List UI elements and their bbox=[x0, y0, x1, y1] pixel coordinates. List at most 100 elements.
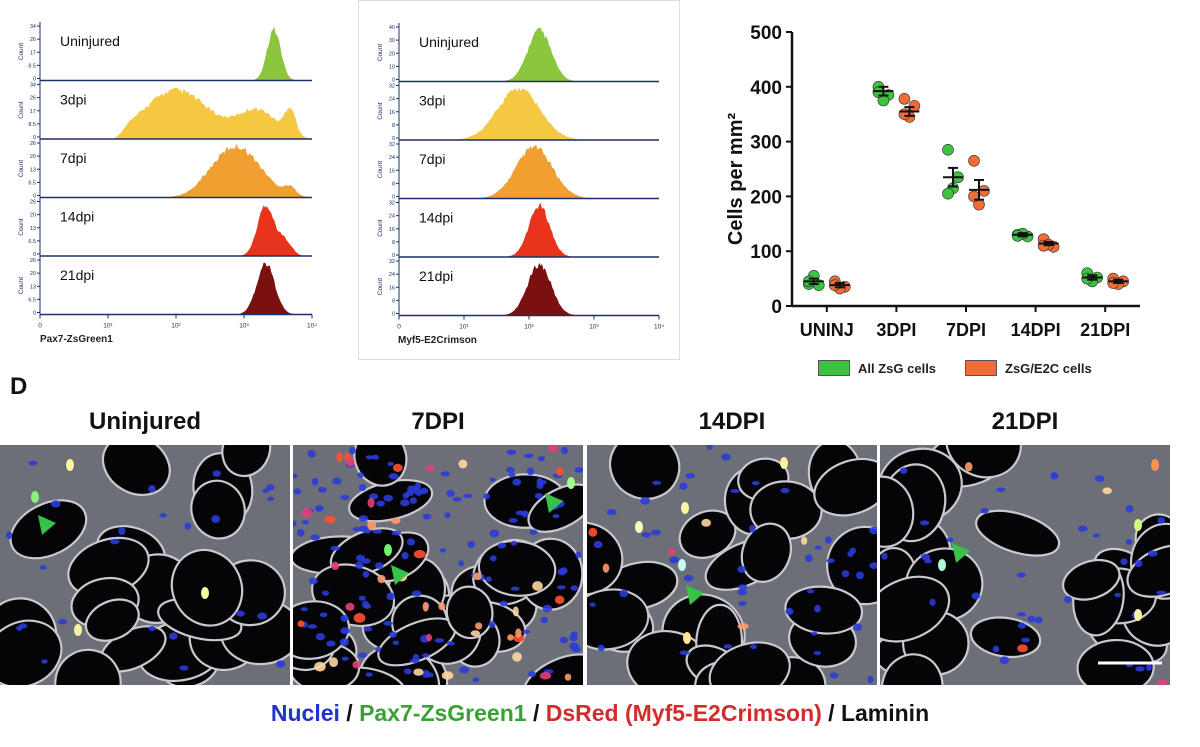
dsred-cell bbox=[554, 595, 565, 605]
nucleus bbox=[1093, 533, 1101, 538]
nucleus bbox=[19, 623, 28, 629]
nucleus bbox=[459, 666, 470, 674]
nucleus bbox=[737, 565, 746, 573]
caption-sep: / bbox=[339, 700, 360, 726]
nucleus bbox=[489, 477, 496, 482]
nucleus bbox=[314, 505, 324, 512]
nucleus bbox=[597, 644, 605, 652]
histogram-ytick-label: 8.5 bbox=[28, 122, 36, 128]
nucleus bbox=[824, 536, 832, 544]
muscle-fiber bbox=[84, 598, 140, 642]
histogram-ytick-label: 13 bbox=[30, 226, 36, 232]
legend-zsg-e2c: ZsG/E2C cells bbox=[965, 360, 1092, 376]
nucleus bbox=[389, 631, 397, 638]
nucleus bbox=[488, 621, 496, 629]
histogram-ytick-label: 32 bbox=[389, 84, 395, 90]
dsred-cell bbox=[331, 561, 340, 571]
histogram-row-uninjured: 34 26 17 8.5 0 Count Uninjured bbox=[18, 22, 312, 83]
legend-swatch-orange bbox=[965, 360, 997, 376]
nucleus bbox=[1050, 472, 1059, 480]
muscle-fiber bbox=[784, 585, 864, 635]
histogram-row-14dpi: 32 24 16 8 0 Count 14dpi bbox=[377, 198, 659, 259]
dsred-cell bbox=[392, 463, 403, 472]
x-tick-label: 14DPI bbox=[1011, 320, 1061, 340]
histogram-row-label: 14dpi bbox=[419, 210, 453, 226]
nucleus bbox=[806, 589, 815, 594]
nucleus bbox=[422, 513, 432, 520]
histogram-row-3dpi: 32 24 16 8 0 Count 3dpi bbox=[377, 81, 659, 142]
y-tick-label: 500 bbox=[750, 23, 782, 44]
micrograph-title-21dpi: 21DPI bbox=[991, 408, 1059, 435]
dsred-cell bbox=[532, 581, 543, 591]
muscle-fiber bbox=[1076, 638, 1155, 685]
histogram-ytick-label: 0 bbox=[392, 195, 395, 201]
dsred-cell bbox=[391, 517, 401, 525]
nucleus bbox=[721, 453, 731, 461]
nucleus bbox=[867, 675, 874, 684]
histogram-ytick-label: 6.5 bbox=[28, 239, 36, 245]
legend-label: ZsG/E2C cells bbox=[1005, 360, 1092, 376]
histogram-ytick-label: 17 bbox=[30, 109, 36, 115]
nucleus bbox=[569, 642, 579, 650]
histogram-row-label: 3dpi bbox=[60, 92, 86, 108]
dsred-cell bbox=[801, 536, 808, 545]
nucleus bbox=[1016, 612, 1027, 617]
dsred-cell bbox=[737, 623, 749, 630]
histogram-panel-myf5: 40 30 20 10 0 Count Uninjured 32 24 16 8 0 Count 3dpi… bbox=[358, 0, 680, 360]
nucleus bbox=[446, 641, 455, 646]
nucleus bbox=[552, 514, 560, 519]
nucleus bbox=[392, 640, 400, 646]
histogram-area bbox=[399, 27, 659, 82]
nucleus bbox=[409, 658, 420, 664]
muscle-fiber bbox=[975, 509, 1061, 557]
histogram-area bbox=[399, 202, 659, 257]
nucleus bbox=[1017, 622, 1026, 629]
muscle-fiber bbox=[522, 653, 583, 685]
nucleus bbox=[358, 484, 367, 491]
dsred-cell bbox=[297, 620, 305, 628]
dsred-cell bbox=[475, 622, 483, 630]
dsred-cell bbox=[314, 661, 326, 672]
nucleus bbox=[1134, 559, 1143, 568]
dsred-cell bbox=[472, 572, 482, 581]
nucleus bbox=[489, 529, 500, 538]
nucleus bbox=[847, 550, 854, 557]
nucleus bbox=[738, 601, 747, 606]
dsred-cell bbox=[377, 574, 386, 584]
nucleus bbox=[1145, 663, 1152, 672]
arrowhead-marker bbox=[545, 493, 563, 513]
muscle-fiber bbox=[101, 445, 171, 496]
nucleus bbox=[738, 584, 748, 590]
nucleus bbox=[980, 508, 989, 514]
nucleus bbox=[330, 545, 340, 551]
nucleus bbox=[376, 500, 386, 507]
nucleus bbox=[529, 529, 538, 536]
dsred-cell bbox=[548, 445, 558, 453]
labeled-cell bbox=[683, 632, 691, 644]
histogram-row-uninjured: 40 30 20 10 0 Count Uninjured bbox=[377, 23, 659, 84]
muscle-fiber bbox=[190, 479, 246, 540]
histogram-area bbox=[399, 262, 659, 316]
nucleus bbox=[257, 612, 268, 620]
nucleus bbox=[358, 652, 368, 658]
nucleus bbox=[340, 627, 351, 635]
histogram-row-label: 3dpi bbox=[419, 93, 445, 109]
histogram-ytick-label: 34 bbox=[30, 83, 36, 89]
nucleus bbox=[118, 527, 126, 535]
nucleus bbox=[679, 482, 688, 490]
dsred-cell bbox=[336, 452, 343, 463]
data-point bbox=[908, 100, 921, 112]
stain-caption: Nuclei / Pax7-ZsGreen1 / DsRed (Myf5-E2C… bbox=[0, 700, 1200, 727]
data-point bbox=[813, 279, 825, 291]
labeled-cell bbox=[938, 559, 946, 571]
nucleus bbox=[749, 644, 757, 650]
nucleus bbox=[811, 631, 818, 636]
histogram-xtick-label: 0 bbox=[397, 324, 401, 331]
micrograph-title-14dpi: 14DPI bbox=[698, 408, 766, 435]
dsred-cell bbox=[602, 563, 610, 573]
arrowhead-marker bbox=[38, 515, 56, 535]
nucleus bbox=[723, 644, 732, 649]
dot-plot: 0 100 200 300 400 500 Cells per mm² UNINJ 3DPI 7D… bbox=[725, 23, 1140, 340]
nucleus bbox=[340, 614, 349, 622]
nucleus bbox=[999, 656, 1010, 665]
